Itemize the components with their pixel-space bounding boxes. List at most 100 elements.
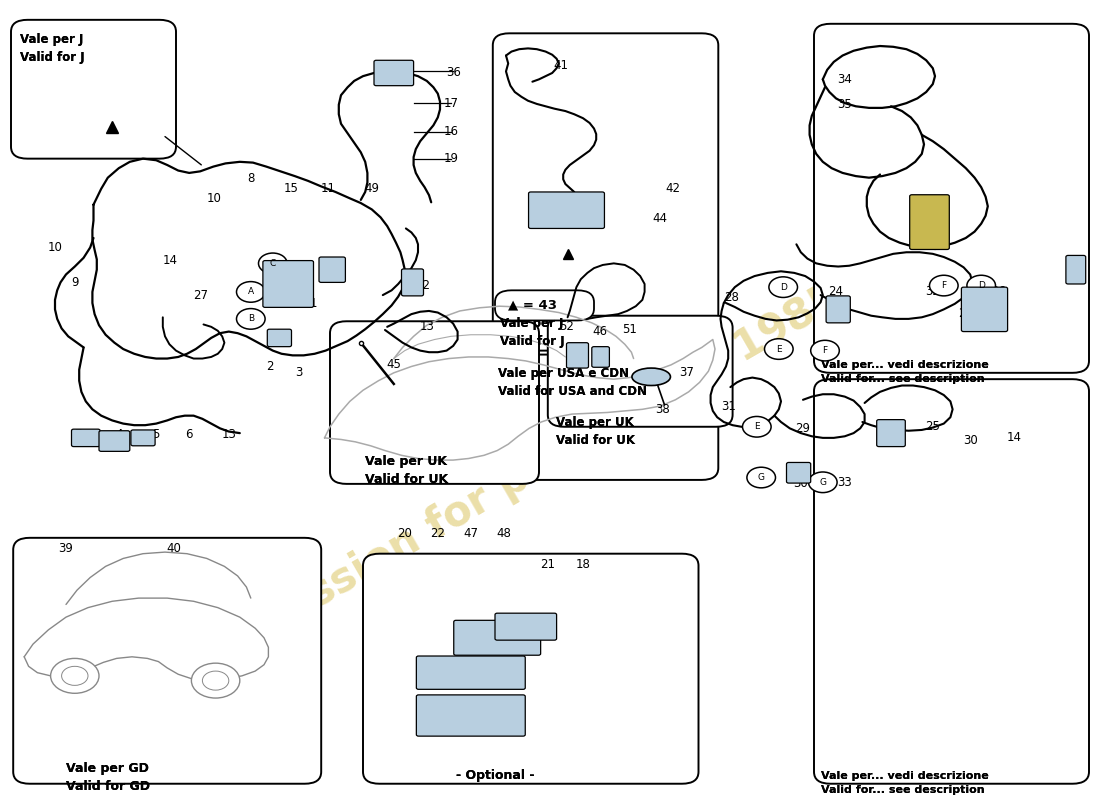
Text: 15: 15 bbox=[284, 182, 299, 195]
FancyBboxPatch shape bbox=[99, 430, 130, 451]
Circle shape bbox=[236, 282, 265, 302]
Text: - Optional -: - Optional - bbox=[456, 770, 535, 782]
Text: 37: 37 bbox=[679, 366, 694, 379]
Text: 14: 14 bbox=[163, 254, 178, 266]
Text: F: F bbox=[942, 281, 946, 290]
Text: Vale per USA e CDN
Valid for USA and CDN: Vale per USA e CDN Valid for USA and CDN bbox=[498, 367, 647, 398]
Text: 27: 27 bbox=[192, 289, 208, 302]
Text: - Optional -: - Optional - bbox=[456, 770, 535, 782]
Text: 5: 5 bbox=[153, 428, 159, 441]
Text: 36: 36 bbox=[446, 66, 461, 79]
Text: 3: 3 bbox=[296, 366, 303, 379]
Text: 33: 33 bbox=[837, 476, 852, 489]
FancyBboxPatch shape bbox=[961, 287, 1008, 331]
Text: Vale per... vedi descrizione
Valid for... see description: Vale per... vedi descrizione Valid for..… bbox=[821, 360, 988, 384]
FancyBboxPatch shape bbox=[319, 257, 345, 282]
Text: 20: 20 bbox=[397, 526, 412, 539]
Text: 1: 1 bbox=[310, 297, 317, 310]
FancyBboxPatch shape bbox=[11, 20, 176, 158]
Text: 4: 4 bbox=[116, 428, 122, 441]
Text: 10: 10 bbox=[47, 241, 63, 254]
Circle shape bbox=[742, 417, 771, 437]
FancyBboxPatch shape bbox=[454, 620, 541, 655]
Text: 50: 50 bbox=[324, 273, 340, 286]
Circle shape bbox=[62, 666, 88, 686]
Text: 40: 40 bbox=[166, 542, 182, 555]
FancyBboxPatch shape bbox=[592, 346, 609, 367]
FancyBboxPatch shape bbox=[374, 60, 414, 86]
Text: Vale per J
Valid for J: Vale per J Valid for J bbox=[20, 34, 85, 64]
Circle shape bbox=[747, 467, 776, 488]
Text: E: E bbox=[776, 345, 782, 354]
Text: 13: 13 bbox=[419, 320, 435, 334]
Text: Vale per J
Valid for J: Vale per J Valid for J bbox=[500, 318, 565, 348]
Text: E: E bbox=[754, 422, 760, 431]
Text: 30: 30 bbox=[793, 478, 808, 490]
Circle shape bbox=[258, 253, 287, 274]
FancyBboxPatch shape bbox=[495, 613, 557, 640]
FancyBboxPatch shape bbox=[1066, 255, 1086, 284]
Text: 30: 30 bbox=[962, 434, 978, 446]
Text: 46: 46 bbox=[592, 325, 607, 338]
FancyBboxPatch shape bbox=[416, 695, 526, 736]
Text: D: D bbox=[780, 282, 786, 292]
FancyBboxPatch shape bbox=[529, 192, 605, 229]
Text: F: F bbox=[823, 346, 827, 355]
Text: 51: 51 bbox=[621, 322, 637, 336]
Text: 44: 44 bbox=[652, 213, 668, 226]
FancyBboxPatch shape bbox=[402, 269, 424, 296]
FancyBboxPatch shape bbox=[263, 261, 313, 307]
Text: B: B bbox=[248, 314, 254, 323]
Text: 21: 21 bbox=[540, 558, 556, 571]
Text: 18: 18 bbox=[575, 558, 591, 571]
Text: G: G bbox=[758, 473, 764, 482]
Circle shape bbox=[764, 338, 793, 359]
Text: Vale per... vedi descrizione
Valid for... see description: Vale per... vedi descrizione Valid for..… bbox=[821, 771, 988, 795]
Text: G: G bbox=[820, 478, 826, 486]
FancyBboxPatch shape bbox=[826, 296, 850, 323]
Text: Vale per UK
Valid for UK: Vale per UK Valid for UK bbox=[556, 416, 635, 446]
Text: 48: 48 bbox=[496, 526, 512, 539]
FancyBboxPatch shape bbox=[493, 34, 718, 350]
Text: 9: 9 bbox=[72, 276, 78, 289]
Text: 35: 35 bbox=[1068, 273, 1084, 286]
Text: Vale per... vedi descrizione
Valid for... see description: Vale per... vedi descrizione Valid for..… bbox=[821, 771, 988, 795]
FancyBboxPatch shape bbox=[566, 342, 588, 368]
Circle shape bbox=[769, 277, 798, 298]
FancyBboxPatch shape bbox=[72, 429, 100, 446]
Text: 6: 6 bbox=[186, 428, 192, 441]
FancyBboxPatch shape bbox=[13, 538, 321, 784]
Text: passion for parts since 1985: passion for parts since 1985 bbox=[252, 276, 848, 645]
Text: 39: 39 bbox=[58, 542, 74, 555]
Text: Vale per J
Valid for J: Vale per J Valid for J bbox=[20, 34, 85, 64]
Text: 31: 31 bbox=[720, 400, 736, 413]
Text: 10: 10 bbox=[207, 192, 222, 205]
FancyBboxPatch shape bbox=[416, 656, 526, 690]
FancyBboxPatch shape bbox=[814, 379, 1089, 784]
FancyBboxPatch shape bbox=[330, 322, 539, 484]
FancyBboxPatch shape bbox=[910, 194, 949, 250]
Text: 32: 32 bbox=[925, 286, 940, 298]
Text: 45: 45 bbox=[386, 358, 402, 371]
Text: 7: 7 bbox=[76, 428, 82, 441]
Text: 36: 36 bbox=[776, 286, 791, 298]
Text: 26: 26 bbox=[754, 423, 769, 437]
FancyBboxPatch shape bbox=[877, 420, 905, 446]
Circle shape bbox=[202, 671, 229, 690]
Text: Vale per J
Valid for J: Vale per J Valid for J bbox=[500, 318, 565, 348]
FancyBboxPatch shape bbox=[493, 354, 718, 480]
Circle shape bbox=[51, 658, 99, 694]
Text: Vale per... vedi descrizione
Valid for... see description: Vale per... vedi descrizione Valid for..… bbox=[821, 360, 988, 384]
Circle shape bbox=[808, 472, 837, 493]
Text: C: C bbox=[270, 259, 276, 268]
Text: 34: 34 bbox=[837, 73, 852, 86]
Text: Vale per UK
Valid for UK: Vale per UK Valid for UK bbox=[365, 455, 449, 486]
Text: 23: 23 bbox=[958, 307, 974, 320]
Circle shape bbox=[236, 309, 265, 329]
Text: Vale per GD
Valid for GD: Vale per GD Valid for GD bbox=[66, 762, 150, 793]
Text: 14: 14 bbox=[1006, 431, 1022, 444]
FancyBboxPatch shape bbox=[495, 290, 594, 321]
Text: Vale per UK
Valid for UK: Vale per UK Valid for UK bbox=[365, 455, 449, 486]
Text: 52: 52 bbox=[559, 320, 574, 334]
Text: 36: 36 bbox=[991, 286, 1006, 298]
